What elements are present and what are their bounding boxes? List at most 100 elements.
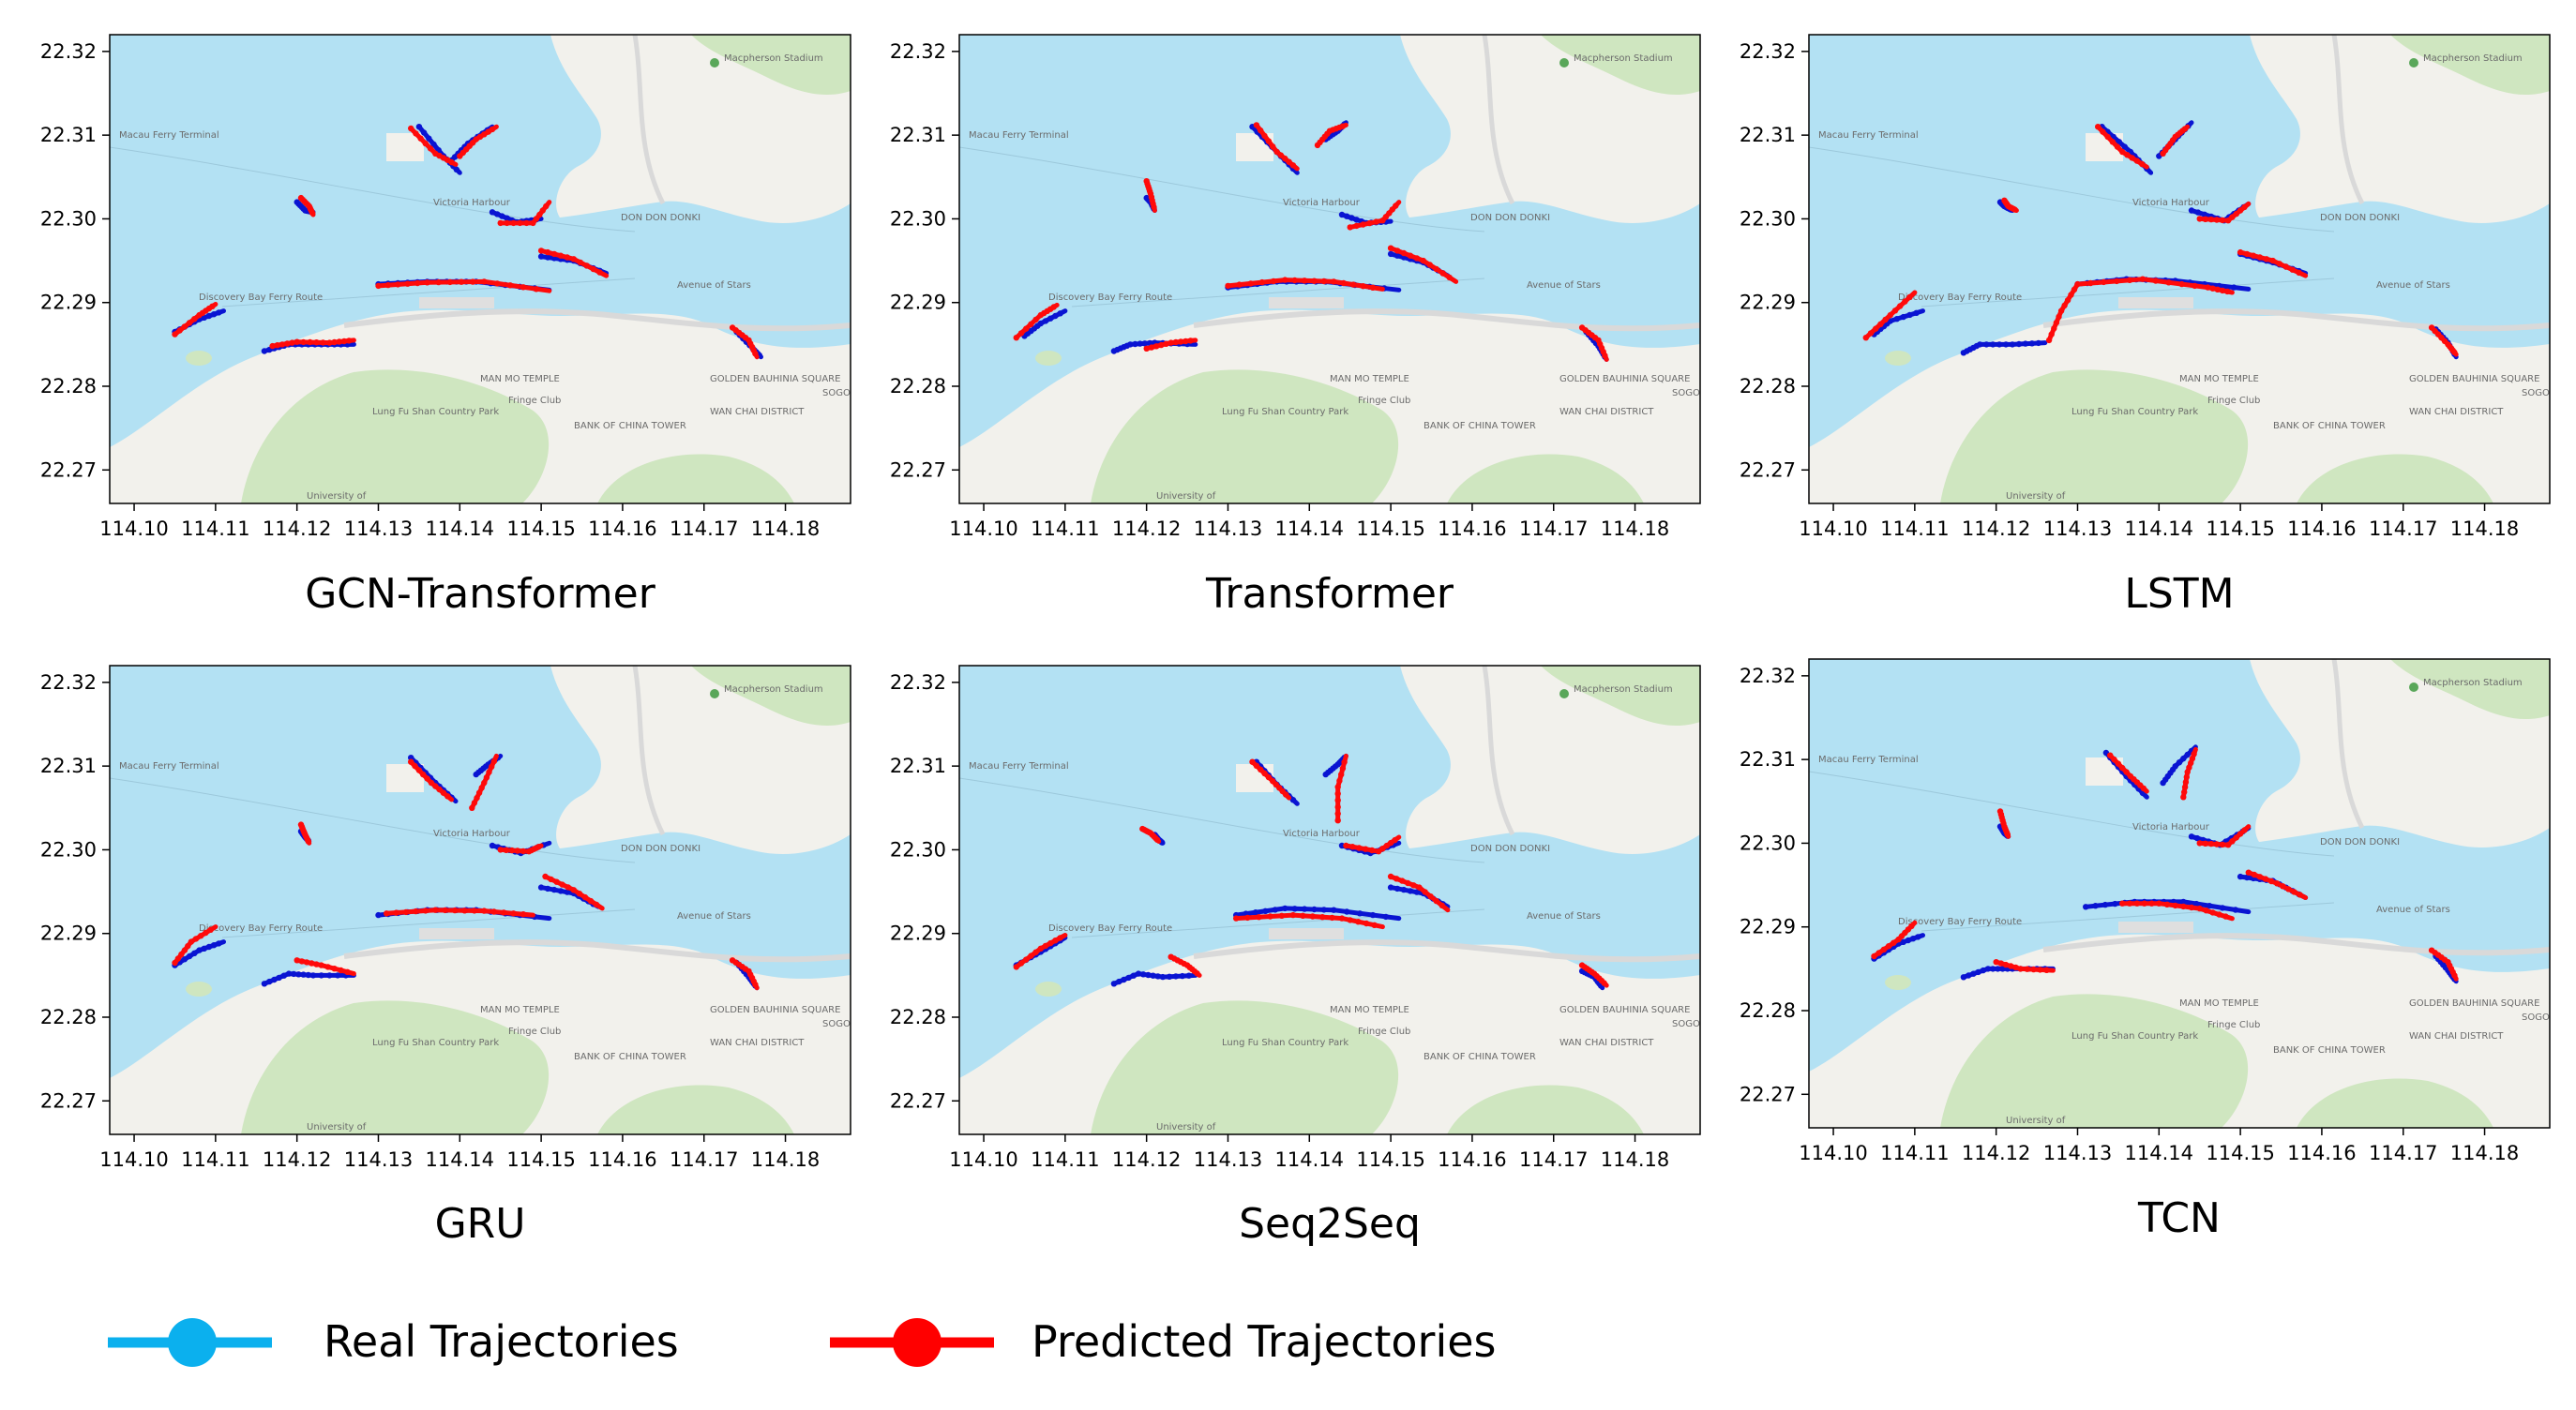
trajectory-point xyxy=(294,957,300,964)
y-tick-label: 22.32 xyxy=(890,671,946,694)
trajectory-point xyxy=(2237,873,2244,880)
trajectory-point xyxy=(1334,810,1341,818)
trajectory-point xyxy=(2015,340,2023,348)
trajectory-point xyxy=(1329,914,1335,922)
trajectory-point xyxy=(1336,777,1343,785)
trajectory-point xyxy=(309,210,316,217)
trajectory-point xyxy=(2232,907,2239,913)
base-map xyxy=(1809,659,2550,1128)
x-tick-label: 114.14 xyxy=(2125,1142,2193,1164)
trajectory-point xyxy=(1407,888,1414,894)
trajectory-point xyxy=(404,280,411,287)
trajectory-point xyxy=(188,938,194,945)
base-map xyxy=(110,35,851,503)
y-tick-label: 22.31 xyxy=(890,124,946,146)
trajectory-point xyxy=(1179,972,1186,980)
x-tick-label: 114.18 xyxy=(2450,518,2519,540)
y-tick-label: 22.28 xyxy=(890,375,946,398)
trajectory-point xyxy=(537,248,545,254)
trajectory-point xyxy=(533,216,540,222)
trajectory-point xyxy=(2068,292,2074,298)
trajectory-point xyxy=(2222,913,2229,920)
trajectory-point xyxy=(186,952,193,960)
trajectory-point xyxy=(2267,878,2275,885)
panel-title: LSTM xyxy=(2124,570,2234,618)
trajectory-point xyxy=(539,207,546,214)
trajectory-point xyxy=(2451,972,2458,979)
trajectory-point xyxy=(2126,277,2133,283)
trajectory-point xyxy=(205,312,213,320)
trajectory-point xyxy=(2207,840,2215,848)
trajectory-point xyxy=(422,140,429,147)
trajectory-point xyxy=(271,976,278,983)
trajectory-point xyxy=(1334,803,1341,811)
trajectory-point xyxy=(2101,901,2109,908)
trajectory-point xyxy=(1393,885,1401,892)
trajectory-point xyxy=(570,256,577,262)
trajectory-point xyxy=(1348,215,1355,221)
trajectory-point xyxy=(1023,956,1030,963)
trajectory-point xyxy=(2116,139,2122,145)
trajectory-point xyxy=(1339,123,1347,129)
trajectory-point xyxy=(550,250,558,258)
trajectory-point xyxy=(2012,964,2019,971)
trajectory-point xyxy=(2002,961,2010,968)
predicted-track xyxy=(384,908,535,918)
trajectory-point xyxy=(2119,764,2126,772)
trajectory-point xyxy=(1137,340,1143,347)
trajectory-point xyxy=(1350,281,1357,288)
trajectory-point xyxy=(2209,909,2216,916)
trajectory-point xyxy=(1885,943,1892,950)
trajectory-point xyxy=(300,338,307,346)
trajectory-point xyxy=(1311,906,1318,913)
trajectory-point xyxy=(420,129,428,136)
trajectory-point xyxy=(2182,779,2190,786)
trajectory-point xyxy=(2196,905,2203,912)
trajectory-point xyxy=(2219,287,2226,294)
trajectory-point xyxy=(1862,335,1870,341)
predicted-trajectories xyxy=(172,124,760,360)
trajectory-point xyxy=(570,887,577,893)
trajectory-point xyxy=(1876,950,1882,956)
trajectory-point xyxy=(2291,889,2297,895)
trajectory-point xyxy=(475,789,483,796)
trajectory-point xyxy=(1433,265,1439,273)
predicted-trajectories xyxy=(1871,746,2459,982)
trajectory-point xyxy=(2100,128,2106,135)
trajectory-point xyxy=(1132,340,1138,348)
trajectory-point xyxy=(2095,124,2101,130)
trajectory-point xyxy=(2133,900,2141,907)
trajectory-point xyxy=(2285,886,2292,892)
trajectory-point xyxy=(510,219,517,227)
legend-real-marker xyxy=(168,1318,217,1367)
trajectory-point xyxy=(1966,972,1972,979)
trajectory-point xyxy=(1405,879,1411,887)
trajectory-point xyxy=(583,262,590,269)
trajectory-point xyxy=(564,254,571,261)
trajectory-point xyxy=(375,911,382,919)
trajectory-point xyxy=(1980,967,1986,974)
trajectory-point xyxy=(414,279,421,287)
trajectory-point xyxy=(1891,308,1899,314)
trajectory-point xyxy=(432,783,439,789)
trajectory-point xyxy=(530,219,536,227)
trajectory-point xyxy=(1393,876,1400,882)
trajectory-point xyxy=(413,908,419,915)
trajectory-point xyxy=(489,126,496,133)
trajectory-point xyxy=(2176,759,2183,766)
trajectory-point xyxy=(1347,224,1353,231)
trajectory-point xyxy=(564,889,571,895)
trajectory-point xyxy=(2163,901,2171,908)
trajectory-point xyxy=(497,219,504,227)
trajectory-point xyxy=(1601,980,1607,986)
trajectory-point xyxy=(1410,882,1417,889)
trajectory-point xyxy=(2126,900,2133,907)
trajectory-point xyxy=(313,339,320,346)
x-tick-label: 114.10 xyxy=(949,518,1017,540)
trajectory-point xyxy=(1413,889,1421,895)
trajectory-point xyxy=(478,785,485,791)
trajectory-point xyxy=(544,885,551,892)
trajectory-point xyxy=(1130,972,1137,979)
x-tick-label: 114.18 xyxy=(1601,518,1669,540)
trajectory-point xyxy=(2111,756,2117,763)
